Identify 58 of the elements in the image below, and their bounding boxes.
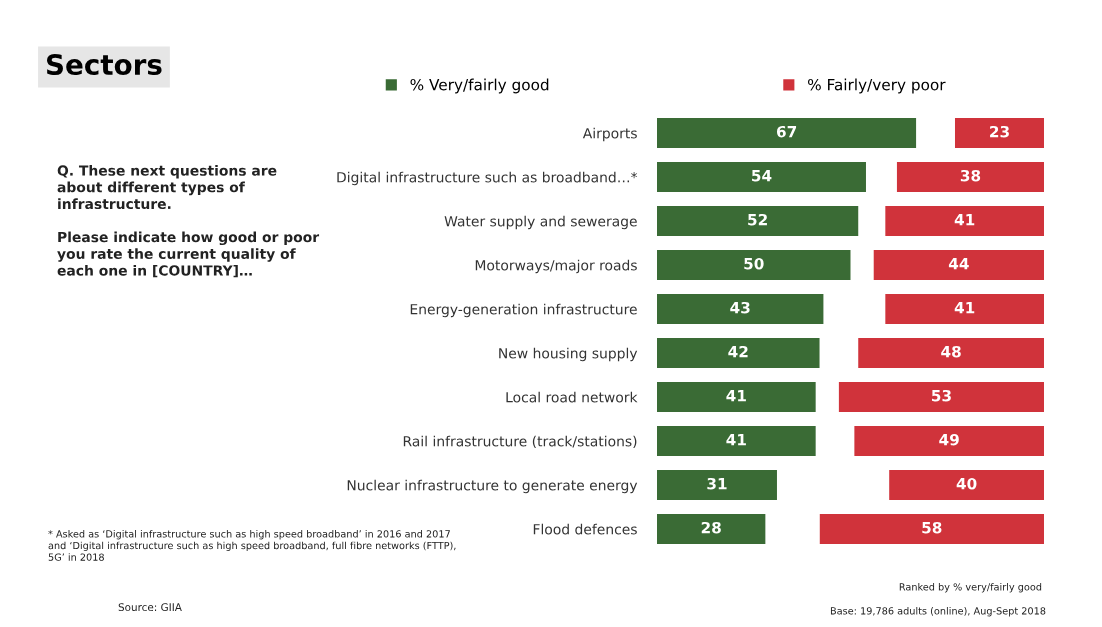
data-label: 41 xyxy=(726,390,746,402)
bar xyxy=(838,382,1044,412)
text: Ranked by % very/fairly good xyxy=(899,583,1042,593)
legend-label: % Very/fairly good xyxy=(410,78,549,94)
bar xyxy=(954,118,1044,148)
source-note: Source: GIIA xyxy=(118,603,182,612)
data-label: 38 xyxy=(960,169,981,182)
data-label: 53 xyxy=(931,389,951,402)
legend-label: % Fairly/very poor xyxy=(808,78,946,94)
bar xyxy=(657,294,824,324)
bar xyxy=(885,294,1044,324)
bar xyxy=(657,470,777,500)
y-tick-label: Water supply and sewerage xyxy=(444,215,637,230)
data-label: 54 xyxy=(752,170,772,182)
data-label: 58 xyxy=(922,521,942,534)
data-label: 67 xyxy=(776,125,797,138)
bar xyxy=(657,206,859,236)
bar xyxy=(858,338,1044,368)
bar xyxy=(854,426,1044,456)
text: * Asked as ‘Digital infrastructure such as high speed broadband’ in 2016 and 2017 and ‘Digital infrastructure such as high speed broadband, full fibre networks (FTTP), 5G’ in 2018 xyxy=(48,530,456,561)
y-tick-label: Rail infrastructure (track/stations) xyxy=(403,435,637,449)
y-tick-label: Digital infrastructure such as broadband…* xyxy=(337,171,638,186)
bar xyxy=(819,514,1044,544)
bar xyxy=(657,426,816,456)
y-tick-label: Motorways/major roads xyxy=(475,259,637,274)
text: Q. These next questions are about different types of infrastructure. Please indicate how good or poor you rate the current quality of each one in [COUNTRY]… xyxy=(57,165,320,278)
bar xyxy=(885,206,1044,236)
bar xyxy=(873,250,1044,280)
data-label: 49 xyxy=(939,433,959,446)
y-tick-label: Flood defences xyxy=(533,523,637,535)
data-label: 41 xyxy=(726,434,746,446)
data-label: 52 xyxy=(748,213,767,226)
data-label: 41 xyxy=(954,302,975,314)
bar xyxy=(896,162,1044,192)
data-label: 44 xyxy=(948,258,969,270)
bar xyxy=(657,162,866,192)
y-tick-label: Local road network xyxy=(506,391,638,403)
data-label: 43 xyxy=(730,301,750,314)
bar xyxy=(889,470,1044,500)
data-label: 42 xyxy=(728,345,748,358)
data-label: 41 xyxy=(954,214,975,226)
text: Base: 19,786 adults (online), Aug-Sept 2018 xyxy=(830,607,1046,617)
bar xyxy=(657,514,766,544)
data-label: 48 xyxy=(941,345,961,358)
y-tick-label: Airports xyxy=(582,127,637,142)
data-label: 50 xyxy=(744,257,764,270)
text: Sectors xyxy=(46,54,162,76)
data-label: 28 xyxy=(701,521,721,534)
bar xyxy=(657,338,820,368)
bar xyxy=(657,250,851,280)
data-label: 23 xyxy=(990,125,1009,138)
data-label: 31 xyxy=(707,477,727,490)
data-label: 40 xyxy=(956,477,977,490)
y-tick-label: Nuclear infrastructure to generate energy xyxy=(347,479,638,494)
y-tick-label: New housing supply xyxy=(499,347,638,362)
bar xyxy=(657,382,816,412)
y-tick-label: Energy-generation infrastructure xyxy=(410,303,637,318)
bar xyxy=(657,118,917,148)
